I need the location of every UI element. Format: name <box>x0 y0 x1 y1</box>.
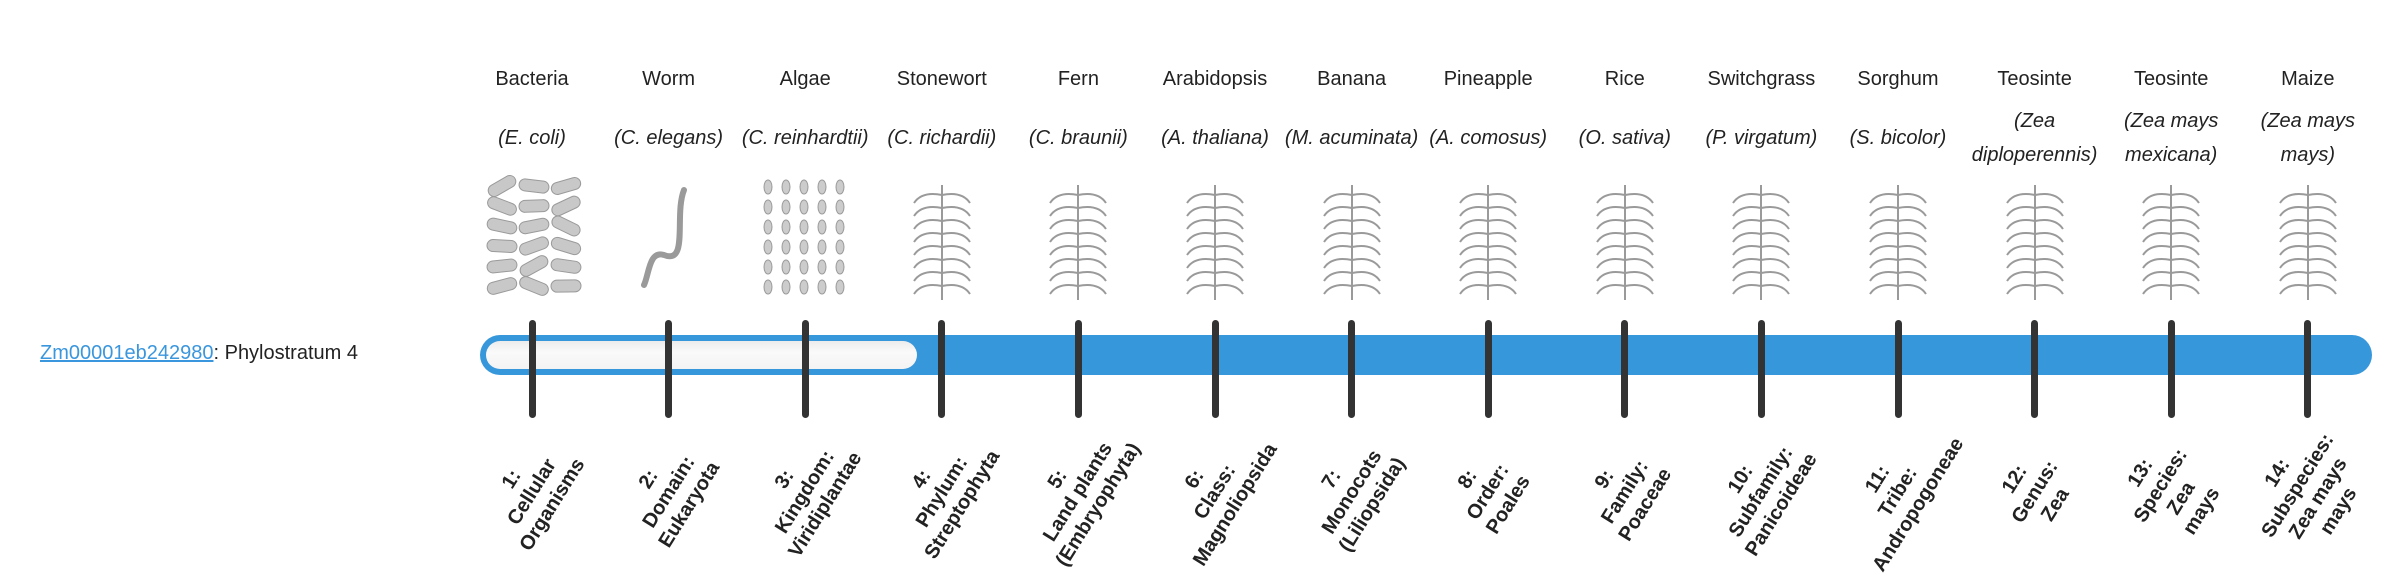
organism-latin-name: (M. acuminata) <box>1284 126 1419 149</box>
organism-latin-name: (C. reinhardtii) <box>741 126 869 149</box>
organism-latin-name: (A. comosus) <box>1429 126 1548 149</box>
stratum-tick <box>1757 320 1765 418</box>
organism-latin-name: (E. coli) <box>498 126 566 149</box>
stonewort-icon <box>887 175 997 303</box>
switchgrass-icon <box>1706 175 1816 303</box>
stratum-tick <box>1348 320 1356 418</box>
phylostratum-text: : Phylostratum 4 <box>213 342 358 364</box>
organism-common-name: Rice <box>1604 68 1645 90</box>
stratum-tick <box>1074 320 1082 418</box>
stratum-label: 5: Land plants (Embryophyta) <box>1039 438 1146 571</box>
stratum-label: 8: Order: Poales <box>1453 460 1535 538</box>
organism-common-name: Teosinte <box>2133 68 2209 90</box>
organism-latin-name: (P. virgatum) <box>1705 126 1818 149</box>
stratum-tick <box>938 320 946 418</box>
organism-common-name: Worm <box>642 68 696 90</box>
organism-common-name: Banana <box>1317 68 1387 90</box>
organism-latin-name: (Zea diploperennis) <box>1971 109 2098 166</box>
rice-icon <box>1570 175 1680 303</box>
stratum-label: 4: Phylum: Streptophyta <box>907 446 1005 563</box>
stratum-label: 13: Species: Zea mays <box>2123 444 2225 539</box>
maize-icon <box>2253 175 2363 303</box>
stratum-label: 3: Kingdom: Viridiplantae <box>770 446 867 562</box>
stratum-label: 11: Tribe: Andropogoneae <box>1860 433 1969 576</box>
teosinte-icon <box>1980 175 2090 303</box>
stratum-label: 2: Domain: Eukaryota <box>634 452 724 552</box>
stratum-tick <box>1621 320 1629 418</box>
phylostratum-bar <box>480 335 2372 375</box>
stratum-label: 9: Family: Poaceae <box>1590 456 1676 545</box>
organism-common-name: Switchgrass <box>1707 68 1816 90</box>
stratum-tick <box>1484 320 1492 418</box>
stratum-tick <box>801 320 809 418</box>
gene-label: Zm00001eb242980: Phylostratum 4 <box>40 342 358 365</box>
stratum-label: 1: Cellular Organisms <box>497 454 590 555</box>
stratum-label: 7: Monocots (Liliopsida) <box>1317 446 1410 556</box>
banana-icon <box>1297 175 1407 303</box>
worm-icon <box>614 175 724 303</box>
organism-common-name: Stonewort <box>896 68 987 90</box>
organism-latin-name: (C. elegans) <box>614 126 724 149</box>
pineapple-icon <box>1433 175 1543 303</box>
stratum-tick <box>1894 320 1902 418</box>
organism-common-name: Algae <box>779 68 831 90</box>
phylostratum-bar-empty <box>486 341 917 369</box>
organism-common-name: Bacteria <box>495 68 569 90</box>
organism-common-name: Teosinte <box>1997 68 2072 90</box>
arabidopsis-icon <box>1160 175 1270 303</box>
fern-icon <box>1023 175 1133 303</box>
teosinte-icon <box>2116 175 2226 303</box>
algae-icon <box>750 175 860 303</box>
stratum-label: 14: Subspecies: Zea mays mays <box>2257 429 2362 543</box>
stratum-tick <box>2304 320 2312 418</box>
organism-latin-name: (Zea mays mays) <box>2260 109 2356 166</box>
organism-latin-name: (Zea mays mexicana) <box>2123 109 2219 166</box>
organism-common-name: Arabidopsis <box>1162 68 1268 90</box>
stratum-tick <box>2031 320 2039 418</box>
organism-latin-name: (C. braunii) <box>1028 126 1128 149</box>
bacteria-icon <box>477 175 587 303</box>
stratum-label: 10: Subfamily: Panicoideae <box>1724 442 1822 561</box>
stratum-label: 12: Genus: Zea <box>1997 456 2074 528</box>
organism-latin-name: (C. richardii) <box>887 126 997 149</box>
organism-latin-name: (S. bicolor) <box>1849 126 1947 149</box>
organism-common-name: Maize <box>2281 68 2335 90</box>
stratum-tick <box>1211 320 1219 418</box>
sorghum-icon <box>1843 175 1953 303</box>
stratum-tick <box>528 320 536 418</box>
stratum-tick <box>665 320 673 418</box>
organism-latin-name: (A. thaliana) <box>1161 126 1269 149</box>
organism-common-name: Pineapple <box>1443 68 1533 90</box>
stratum-tick <box>2167 320 2175 418</box>
organism-common-name: Fern <box>1057 68 1099 90</box>
stratum-label: 6: Class: Magnoliopsida <box>1180 439 1282 570</box>
gene-id-link[interactable]: Zm00001eb242980 <box>40 342 214 364</box>
organism-common-name: Sorghum <box>1857 68 1939 90</box>
organism-latin-name: (O. sativa) <box>1578 126 1671 149</box>
